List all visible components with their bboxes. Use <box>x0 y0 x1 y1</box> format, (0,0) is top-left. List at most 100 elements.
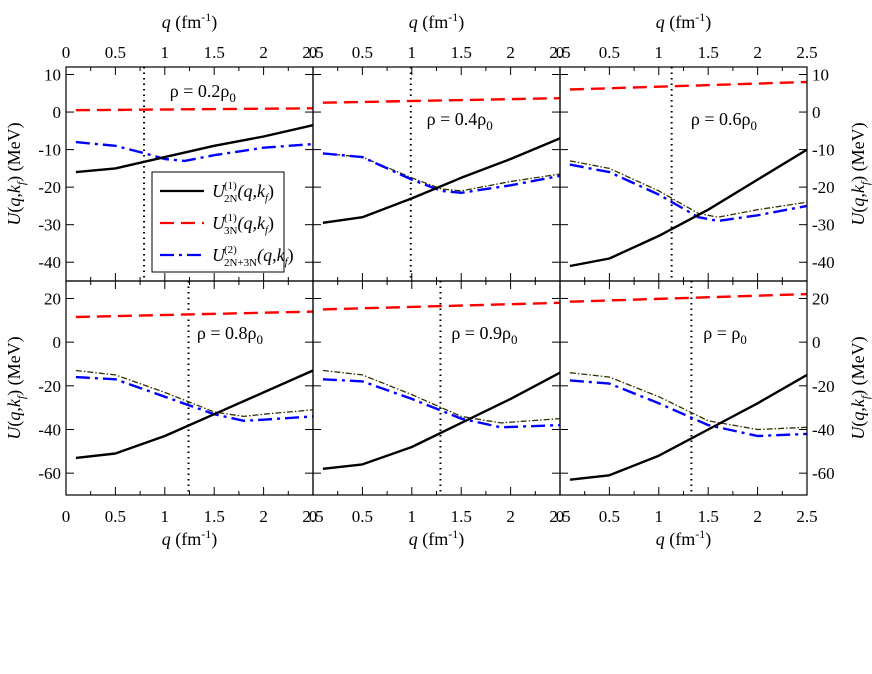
x-title-close: ) <box>458 12 464 33</box>
x-tick-label-top: 1 <box>655 43 664 62</box>
x-axis-title-top: q (fm-1) <box>656 10 712 33</box>
x-tick-label-bottom: 0 <box>309 507 318 526</box>
x-axis-title-bottom: q (fm-1) <box>656 527 712 550</box>
y-title-var: U <box>848 212 868 226</box>
y-tick-label-left: 20 <box>44 289 61 308</box>
y-title-k: k <box>4 184 24 193</box>
panel-5: ρ = 0.9ρ0 <box>312 280 561 496</box>
y-tick-label-left: -20 <box>38 178 61 197</box>
x-tick-label-bottom: 0.5 <box>352 507 373 526</box>
x-title-var: q <box>162 529 171 549</box>
y-title-sub: f <box>14 394 28 399</box>
series-line-u1_2n <box>322 371 560 470</box>
panel-label-subscript: 0 <box>751 118 758 133</box>
x-tick-label-bottom: 1.5 <box>698 507 719 526</box>
y-axis-title-left: U(q,kf) (MeV) <box>4 336 28 439</box>
legend-superscript: (1) <box>224 180 237 192</box>
panel-6: ρ = ρ0 <box>559 280 808 496</box>
y-title-var: U <box>4 212 24 226</box>
legend-symbol: U <box>212 213 226 233</box>
y-title-open: ( <box>4 207 25 213</box>
panel-density-label: ρ = ρ0 <box>703 323 747 347</box>
legend-args-sub: f <box>265 192 270 204</box>
y-title-unit: ) (MeV) <box>848 336 869 395</box>
y-tick-label-right: 10 <box>812 66 829 85</box>
y-tick-label-right: -20 <box>812 377 835 396</box>
x-axis-title-bottom: q (fm-1) <box>409 527 465 550</box>
x-tick-label-top: 1.5 <box>698 43 719 62</box>
y-tick-label-left: -60 <box>38 464 61 483</box>
legend-subscript: 2N+3N <box>224 257 257 269</box>
x-tick-label-bottom: 2.5 <box>302 507 323 526</box>
x-title-var: q <box>409 12 418 32</box>
x-title-var: q <box>656 529 665 549</box>
y-tick-label-left: -20 <box>38 377 61 396</box>
x-tick-label-top: 0.5 <box>105 43 126 62</box>
panel-label-subscript: 0 <box>740 332 747 347</box>
series-group <box>75 107 313 174</box>
panel-frame <box>312 280 561 496</box>
y-title-var: U <box>848 426 868 440</box>
y-title-comma: , <box>4 407 24 412</box>
x-tick-label-top: 1.5 <box>204 43 225 62</box>
panel-3: ρ = 0.6ρ0 <box>559 66 808 282</box>
series-line-u2_tot <box>322 152 560 195</box>
x-tick-label-top: 2.5 <box>549 43 570 62</box>
panel-label-text: ρ = 0.4ρ <box>427 109 487 129</box>
y-title-k: k <box>848 398 868 407</box>
y-tick-label-right: 0 <box>812 103 821 122</box>
x-title-unit: (fm <box>171 12 202 33</box>
x-tick-label-top: 2 <box>753 43 762 62</box>
series-line-u1_3n <box>569 292 807 303</box>
y-tick-label-left: -10 <box>38 141 61 160</box>
x-title-close: ) <box>458 529 464 550</box>
x-tick-label-top: 0 <box>309 43 318 62</box>
y-title-k: k <box>4 398 24 407</box>
x-tick-label-top: 2.5 <box>796 43 817 62</box>
legend-label-u1_2n: U(1) 2N(q,kf) <box>212 180 274 205</box>
y-title-comma: , <box>4 193 24 198</box>
series-group <box>75 310 313 460</box>
series-line-extra <box>75 369 313 418</box>
x-tick-label-bottom: 2 <box>753 507 762 526</box>
x-tick-label-bottom: 0.5 <box>105 507 126 526</box>
x-tick-label-top: 1 <box>408 43 417 62</box>
series-line-u1_3n <box>322 97 560 104</box>
panel-label-text: ρ = 0.8ρ <box>197 323 257 343</box>
series-line-u1_3n <box>75 310 313 319</box>
x-tick-label-bottom: 2.5 <box>796 507 817 526</box>
y-title-unit: ) (MeV) <box>4 122 25 181</box>
y-title-comma: , <box>848 407 868 412</box>
legend-superscript: (1) <box>224 212 237 224</box>
panel-density-label: ρ = 0.4ρ0 <box>427 109 493 133</box>
series-line-u1_3n <box>322 301 560 311</box>
y-tick-label-left: 0 <box>53 333 62 352</box>
series-line-u1_2n <box>75 369 313 460</box>
series-line-u2_tot <box>75 140 313 163</box>
x-tick-label-top: 0.5 <box>599 43 620 62</box>
panel-4: ρ = 0.8ρ0 <box>65 280 314 496</box>
x-title-var: q <box>162 12 171 32</box>
series-line-u1_3n <box>569 80 807 91</box>
y-tick-label-right: -60 <box>812 464 835 483</box>
panel-label-subscript: 0 <box>486 118 493 133</box>
series-group <box>322 301 560 470</box>
y-title-q: q <box>848 198 868 207</box>
x-tick-label-top: 1 <box>161 43 170 62</box>
series-group <box>322 97 560 224</box>
y-tick-label-left: -40 <box>38 253 61 272</box>
panel-1: ρ = 0.2ρ0 <box>65 66 314 282</box>
panel-density-label: ρ = 0.8ρ0 <box>197 323 263 347</box>
y-title-var: U <box>4 426 24 440</box>
legend-label-u1_3n: U(1) 3N(q,kf) <box>212 212 274 237</box>
x-tick-label-bottom: 2 <box>506 507 515 526</box>
legend-subscript: 3N <box>224 225 238 237</box>
x-tick-label-top: 2 <box>259 43 268 62</box>
y-title-comma: , <box>848 193 868 198</box>
panel-frame <box>559 280 808 496</box>
y-title-unit: ) (MeV) <box>848 122 869 181</box>
y-title-sub: f <box>858 180 872 185</box>
series-group <box>569 292 807 481</box>
x-title-var: q <box>656 12 665 32</box>
